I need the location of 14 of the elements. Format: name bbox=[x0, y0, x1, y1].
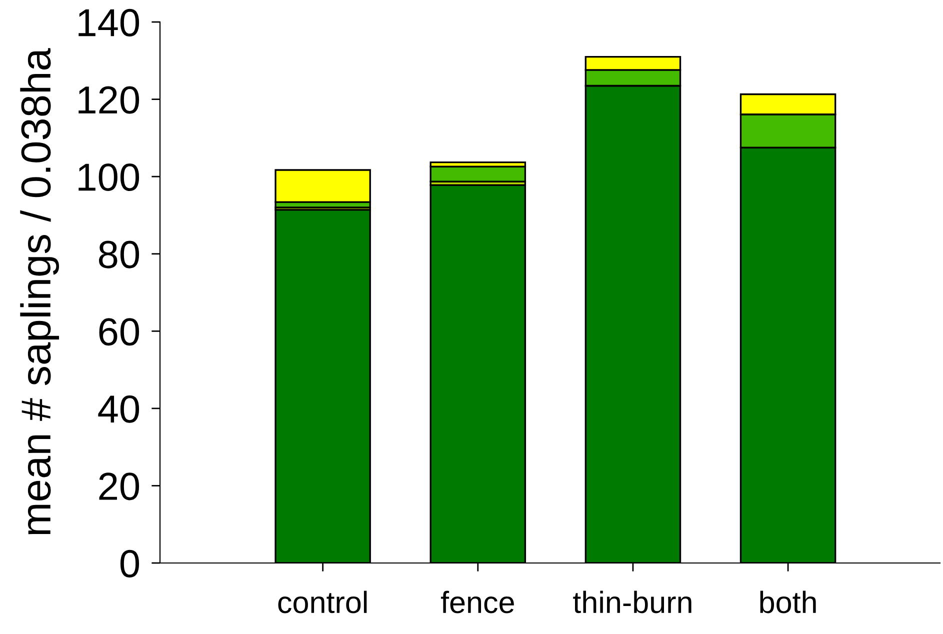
y-tick-label: 40 bbox=[98, 395, 140, 423]
x-tick-label: thin-burn bbox=[573, 590, 692, 614]
bar bbox=[430, 166, 526, 182]
x-tick-label: both bbox=[760, 590, 816, 614]
y-tick-label: 80 bbox=[98, 240, 140, 268]
y-tick-label: 60 bbox=[99, 318, 140, 346]
y-tick-label: 120 bbox=[78, 86, 140, 114]
y-tick-label: 140 bbox=[78, 8, 140, 36]
y-tick-label: 100 bbox=[78, 164, 140, 192]
y-tick-label: 20 bbox=[99, 472, 140, 500]
x-tick-label: control bbox=[278, 590, 367, 614]
x-tick-label: fence bbox=[440, 590, 514, 614]
y-tick-label: 0 bbox=[120, 550, 140, 578]
y-axis-title: mean # saplings / 0.038ha bbox=[20, 48, 60, 534]
